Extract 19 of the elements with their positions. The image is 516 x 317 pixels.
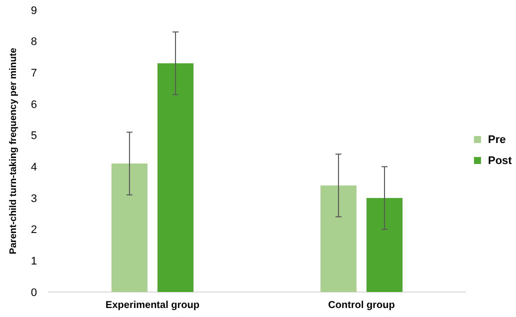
x-tick-label: Experimental group — [106, 300, 200, 311]
y-tick-label: 7 — [30, 68, 37, 80]
bar — [158, 63, 194, 292]
bar — [112, 164, 148, 292]
legend-label: Post — [488, 154, 512, 167]
y-axis-title: Parent-child turn-taking frequency per minute — [8, 48, 19, 254]
y-tick-label: 9 — [30, 4, 37, 17]
y-tick-label: 6 — [30, 98, 37, 111]
x-tick-label: Control group — [328, 300, 395, 311]
y-tick-label: 3 — [30, 192, 37, 205]
y-tick-label: 2 — [30, 224, 37, 236]
y-tick-label: 5 — [30, 130, 37, 142]
bar — [320, 185, 356, 292]
y-tick-label: 1 — [30, 256, 37, 268]
y-tick-label: 0 — [30, 286, 37, 299]
y-tick-label: 8 — [30, 36, 37, 48]
y-tick-label: 4 — [30, 162, 37, 174]
legend-label: Pre — [488, 134, 506, 146]
bar — [366, 198, 402, 292]
